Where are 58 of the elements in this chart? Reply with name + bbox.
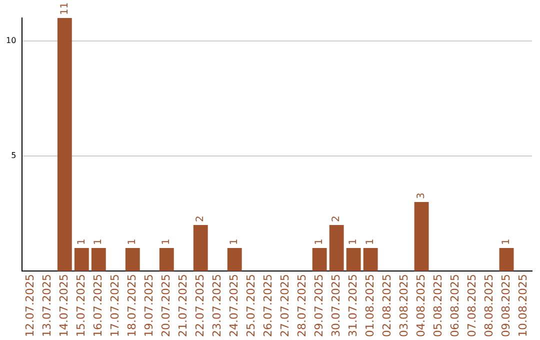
x-tick-label: 28.07.2025 <box>295 274 308 338</box>
bar <box>227 248 242 272</box>
x-tick-label: 06.08.2025 <box>448 274 462 338</box>
data-label: 1 <box>314 238 326 246</box>
x-tick-label: 23.07.2025 <box>210 274 224 338</box>
data-label: 11 <box>59 2 70 15</box>
data-label: 3 <box>416 192 428 200</box>
data-label: 1 <box>229 238 240 246</box>
x-tick-label: 10.08.2025 <box>516 274 530 338</box>
data-label: 2 <box>331 216 342 222</box>
x-tick-label: 20.07.2025 <box>159 274 172 338</box>
bar <box>414 202 429 272</box>
x-tick-label: 29.07.2025 <box>312 274 326 338</box>
data-label: 1 <box>93 238 104 246</box>
x-tick-label: 12.07.2025 <box>24 274 37 338</box>
x-tick-label: 24.07.2025 <box>227 274 240 338</box>
data-label: 1 <box>501 238 512 246</box>
bar <box>363 248 378 272</box>
x-tick-label: 02.08.2025 <box>380 274 394 338</box>
x-tick-label: 26.07.2025 <box>261 274 274 338</box>
x-tick-label: 22.07.2025 <box>193 274 206 338</box>
bar <box>74 248 89 272</box>
x-tick-label: 25.07.2025 <box>244 274 258 338</box>
bar <box>329 225 344 272</box>
bar <box>159 248 174 272</box>
bar <box>57 18 72 272</box>
x-tick-label: 05.08.2025 <box>431 274 444 338</box>
data-label: 1 <box>161 238 172 246</box>
x-tick-label: 03.08.2025 <box>397 274 410 338</box>
x-tick-label: 01.08.2025 <box>363 274 376 338</box>
x-tick-label: 16.07.2025 <box>92 274 105 338</box>
x-tick-label: 09.08.2025 <box>499 274 512 338</box>
data-label: 1 <box>76 238 88 246</box>
x-tick-label: 08.08.2025 <box>482 274 496 338</box>
bar <box>312 248 327 272</box>
x-tick-label: 15.07.2025 <box>74 274 88 338</box>
x-tick-label: 30.07.2025 <box>329 274 342 338</box>
x-tick-label: 31.07.2025 <box>346 274 360 338</box>
bar <box>346 248 361 272</box>
bar <box>499 248 514 272</box>
x-tick-label: 07.08.2025 <box>465 274 478 338</box>
y-tick-label: 5 <box>11 151 16 160</box>
x-tick-label: 27.07.2025 <box>278 274 292 338</box>
x-tick-label: 21.07.2025 <box>176 274 190 338</box>
x-tick-label: 19.07.2025 <box>142 274 156 338</box>
x-tick-label: 14.07.2025 <box>58 274 71 338</box>
x-tick-label: 18.07.2025 <box>126 274 138 338</box>
data-label: 1 <box>127 238 138 246</box>
x-tick-label: 17.07.2025 <box>108 274 122 338</box>
x-tick-label: 04.08.2025 <box>414 274 428 338</box>
bar <box>91 248 106 272</box>
y-tick-label: 10 <box>6 36 16 46</box>
data-label: 1 <box>365 238 376 246</box>
bar <box>193 225 208 272</box>
data-label: 2 <box>195 216 206 222</box>
x-tick-label: 13.07.2025 <box>40 274 54 338</box>
bar <box>125 248 140 272</box>
data-label: 1 <box>348 238 360 246</box>
